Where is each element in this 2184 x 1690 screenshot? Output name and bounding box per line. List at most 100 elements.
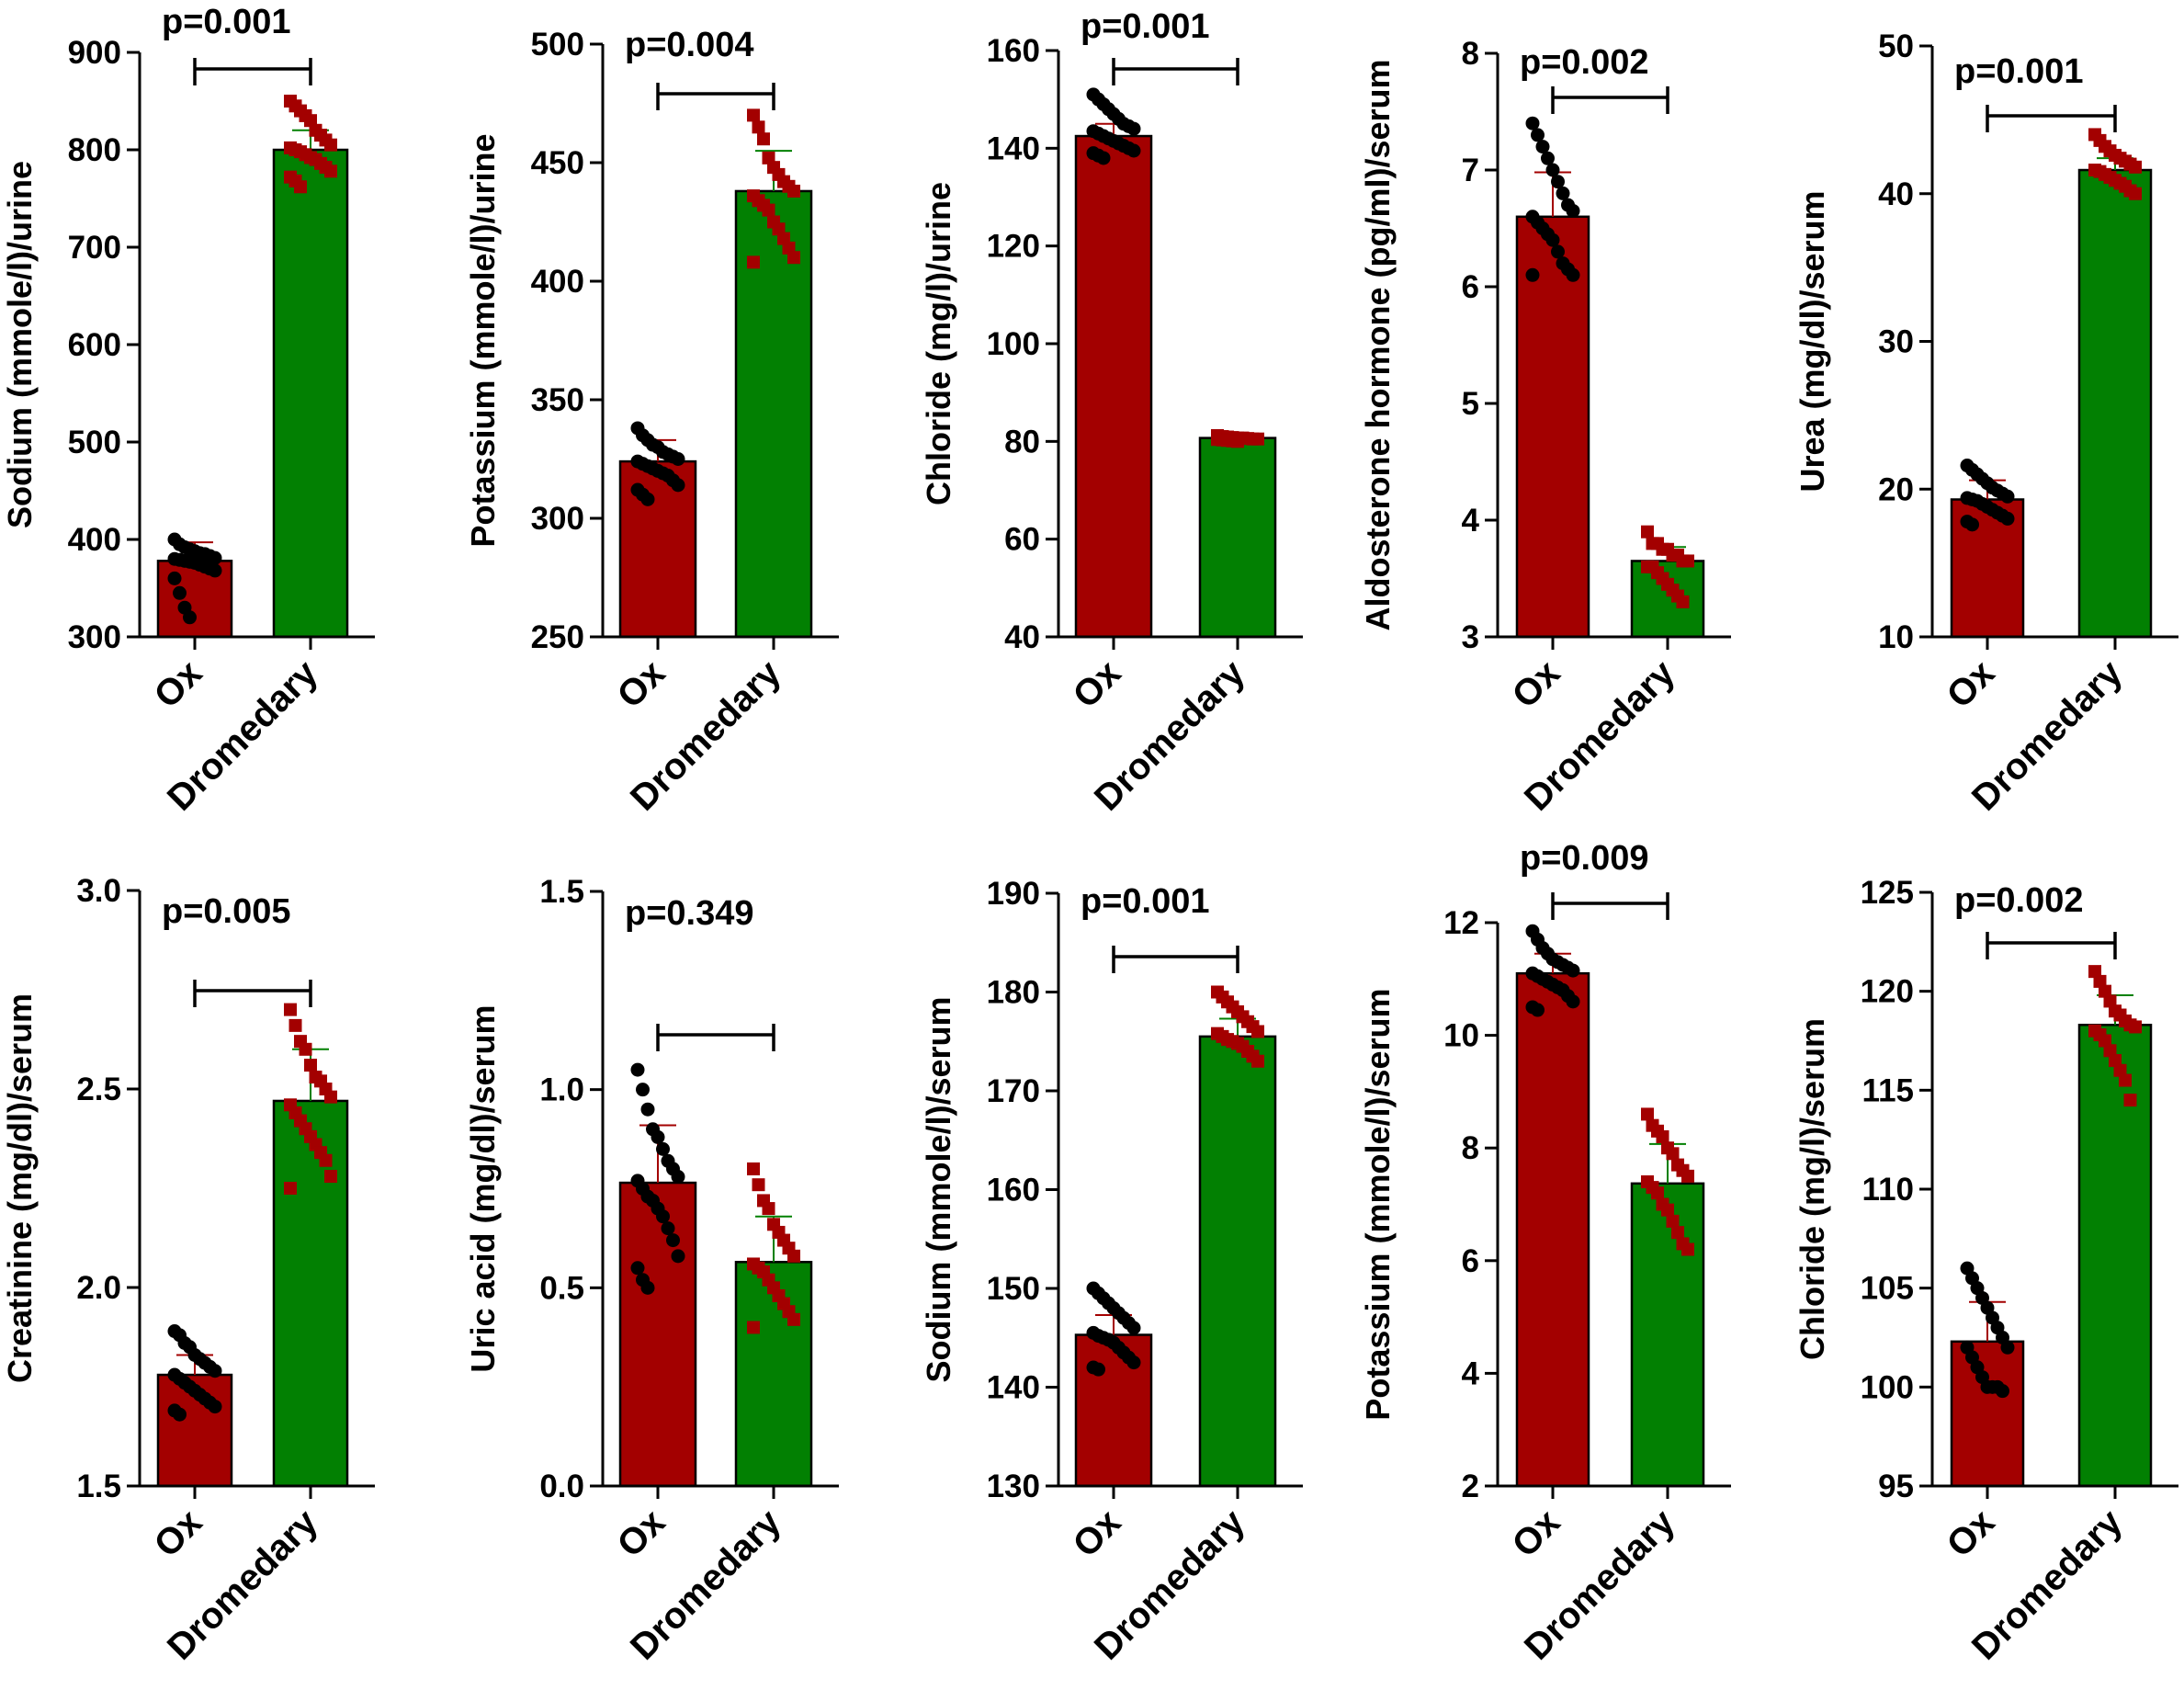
- y-tick-label: 140: [987, 130, 1040, 166]
- y-tick-label: 4: [1462, 1355, 1480, 1391]
- y-tick-label: 100: [1861, 1369, 1914, 1405]
- y-tick-label: 140: [987, 1370, 1040, 1406]
- y-axis-title: Uric acid (mg/dl)/serum: [464, 1004, 502, 1372]
- y-axis-title: Creatinine (mg/dl)/serum: [1, 993, 39, 1383]
- data-point-dromedary: [2103, 994, 2117, 1008]
- data-point-dromedary: [757, 132, 770, 146]
- data-point-ox: [1566, 267, 1580, 282]
- y-tick-label: 6: [1462, 1243, 1479, 1279]
- data-point-ox: [1551, 244, 1565, 259]
- data-point-dromedary: [1666, 1147, 1680, 1161]
- data-point-dromedary: [1676, 595, 1690, 608]
- data-point-dromedary: [1641, 525, 1654, 539]
- y-tick-label: 4: [1462, 503, 1480, 539]
- y-tick-label: 800: [68, 132, 121, 168]
- y-tick-label: 125: [1861, 875, 1914, 911]
- y-tick-label: 120: [987, 229, 1040, 265]
- y-tick-label: 8: [1462, 1130, 1479, 1166]
- data-point-ox: [1541, 151, 1555, 165]
- p-value-label: p=0.004: [625, 26, 754, 64]
- y-tick-label: 12: [1443, 905, 1479, 941]
- y-tick-label: 60: [1004, 522, 1040, 558]
- data-point-ox: [661, 1221, 675, 1236]
- y-axis-title: Sodium (mmole/l)/serum: [920, 996, 957, 1382]
- y-axis-title: Aldosterone hormone (pg/ml)/serum: [1359, 59, 1397, 630]
- data-point-ox: [1126, 1355, 1141, 1370]
- data-point-ox: [666, 1233, 680, 1248]
- data-point-dromedary: [787, 1312, 800, 1326]
- data-point-ox: [208, 1364, 222, 1378]
- data-point-dromedary: [747, 255, 760, 269]
- y-axis-title: Potassium (mmole/l)/serum: [1359, 988, 1397, 1420]
- data-point-dromedary: [1651, 1186, 1664, 1200]
- data-point-dromedary: [294, 180, 307, 194]
- y-tick-label: 500: [68, 425, 121, 460]
- y-tick-label: 40: [1878, 176, 1914, 212]
- data-point-dromedary: [2093, 974, 2107, 988]
- bar-ox: [1074, 134, 1153, 639]
- data-point-ox: [208, 1400, 222, 1414]
- y-tick-label: 10: [1443, 1018, 1479, 1054]
- data-point-dromedary: [304, 1059, 317, 1072]
- y-tick-label: 150: [987, 1271, 1040, 1307]
- data-point-dromedary: [747, 1321, 760, 1334]
- data-point-dromedary: [324, 1090, 337, 1104]
- data-point-ox: [2000, 489, 2015, 504]
- data-point-dromedary: [2129, 160, 2142, 174]
- data-point-dromedary: [747, 1162, 760, 1175]
- data-point-ox: [630, 1062, 645, 1077]
- data-point-ox: [1996, 1384, 2009, 1399]
- data-point-ox: [640, 492, 655, 506]
- data-point-dromedary: [787, 184, 800, 198]
- bar-ox: [1515, 971, 1590, 1488]
- y-tick-label: 500: [531, 27, 584, 62]
- y-tick-label: 160: [987, 1173, 1040, 1208]
- data-point-dromedary: [1231, 435, 1244, 448]
- data-point-ox: [1126, 121, 1141, 136]
- data-point-ox: [1551, 175, 1565, 189]
- data-point-ox: [1566, 203, 1580, 218]
- data-point-ox: [671, 1170, 685, 1185]
- data-point-dromedary: [752, 1178, 765, 1192]
- data-point-ox: [1535, 140, 1550, 154]
- data-point-dromedary: [299, 1042, 312, 1056]
- data-point-dromedary: [1671, 1226, 1684, 1240]
- data-point-ox: [167, 571, 182, 585]
- data-point-dromedary: [324, 164, 337, 178]
- y-tick-label: 7: [1462, 153, 1479, 188]
- y-tick-label: 900: [68, 35, 121, 71]
- data-point-ox: [1566, 963, 1580, 978]
- y-tick-label: 6: [1462, 269, 1479, 305]
- y-tick-label: 180: [987, 975, 1040, 1011]
- data-point-ox: [1126, 143, 1141, 158]
- y-tick-label: 400: [531, 264, 584, 300]
- y-tick-label: 400: [68, 522, 121, 558]
- data-point-ox: [656, 1141, 670, 1156]
- y-tick-label: 120: [1861, 974, 1914, 1010]
- p-value-label: p=0.002: [1954, 881, 2084, 920]
- y-tick-label: 300: [68, 619, 121, 655]
- data-point-ox: [671, 1249, 685, 1264]
- y-tick-label: 105: [1861, 1271, 1914, 1307]
- data-point-dromedary: [1656, 1129, 1669, 1143]
- data-point-ox: [1566, 994, 1580, 1009]
- y-tick-label: 0.0: [539, 1469, 584, 1504]
- y-axis-title: Urea (mg/dl)/serum: [1794, 190, 1831, 492]
- y-axis-title: Potassium (mmole/l)/urine: [464, 133, 502, 547]
- data-point-dromedary: [304, 114, 317, 128]
- y-tick-label: 2: [1462, 1469, 1479, 1504]
- y-tick-label: 1.0: [539, 1072, 584, 1108]
- data-point-dromedary: [324, 138, 337, 152]
- bar-dromedary: [1198, 437, 1277, 639]
- bar-ox: [618, 1181, 697, 1488]
- p-value-label: p=0.005: [162, 892, 291, 931]
- y-tick-label: 0.5: [539, 1270, 584, 1306]
- y-tick-label: 170: [987, 1073, 1040, 1109]
- bar-ox: [1950, 1340, 2025, 1488]
- data-point-ox: [1525, 267, 1540, 282]
- y-tick-label: 100: [987, 326, 1040, 362]
- data-point-ox: [1556, 186, 1570, 200]
- data-point-ox: [651, 1129, 665, 1144]
- data-point-dromedary: [2129, 1020, 2142, 1034]
